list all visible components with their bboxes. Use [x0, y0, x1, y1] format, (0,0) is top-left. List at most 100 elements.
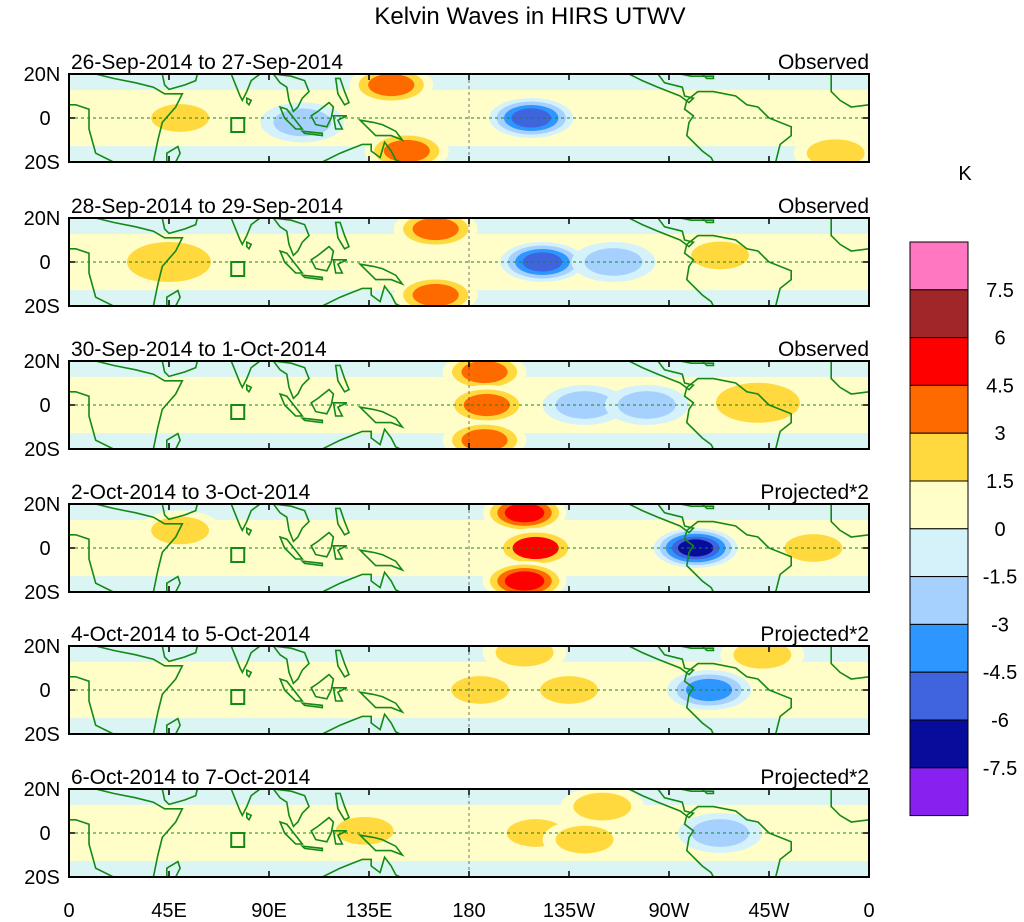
- anomaly-contour: [368, 74, 415, 97]
- coastline: [357, 405, 405, 429]
- anomaly-contour: [383, 139, 430, 162]
- y-tick-label: 0: [39, 252, 50, 274]
- coastline: [357, 262, 405, 286]
- anomaly-contour: [127, 242, 211, 282]
- x-axis: 0 45E 90E 135E 180 135W 90W 45W 0: [63, 900, 874, 922]
- colorbar: K 7.5 6 4.5 3 1.5 0 -1.5 -3 -4.5 -6 -7.5: [909, 163, 1017, 817]
- coastline: [334, 364, 351, 393]
- y-tick-label: 20S: [24, 152, 60, 174]
- coastline: [334, 649, 351, 678]
- anomaly-4: [138, 98, 223, 138]
- coastline: [702, 219, 715, 224]
- anomaly-contour: [463, 393, 510, 417]
- y-tick-label: 0: [39, 538, 50, 560]
- colorbar-swatch: [909, 671, 969, 721]
- coastline: [246, 383, 253, 394]
- anomaly-contour: [335, 816, 394, 845]
- coastline: [310, 816, 335, 843]
- anomaly-3: [482, 561, 567, 592]
- coastline: [161, 504, 199, 521]
- panel-4: 2-Oct-2014 to 3-Oct-2014 Projected*2 20N 0 2…: [24, 481, 870, 604]
- colorbar-level: 0: [994, 519, 1005, 541]
- coastline: [278, 535, 304, 560]
- coastline: [166, 717, 181, 734]
- colorbar-level: -1.5: [983, 567, 1017, 589]
- panel-date: 2-Oct-2014 to 3-Oct-2014: [71, 481, 311, 504]
- coastline: [334, 792, 351, 821]
- anomaly-3: [560, 789, 645, 827]
- anomaly-contour: [584, 248, 643, 276]
- coastline: [222, 361, 262, 390]
- anomaly-contour: [555, 391, 614, 419]
- x-tick-label: 0: [63, 900, 74, 922]
- panel-label: Observed: [778, 195, 869, 218]
- anomaly-1: [482, 646, 567, 673]
- anomaly-contour: [806, 139, 865, 162]
- panel-date: 26-Sep-2014 to 27-Sep-2014: [71, 51, 343, 74]
- anomaly-2: [438, 670, 523, 710]
- colorbar-swatch: [909, 480, 969, 530]
- coastline: [222, 646, 262, 675]
- coastline: [334, 77, 351, 106]
- colorbar-swatch: [909, 432, 969, 482]
- coastline: [628, 789, 695, 819]
- anomaly-2: [393, 275, 478, 306]
- y-tick-label: 20S: [24, 582, 60, 604]
- coastline: [332, 829, 348, 845]
- coastline: [830, 361, 869, 395]
- coastline: [310, 388, 335, 415]
- coastline: [321, 712, 401, 734]
- coastline: [166, 432, 181, 449]
- coastline: [628, 646, 695, 676]
- coastline: [69, 361, 184, 449]
- coastlines: [69, 218, 869, 306]
- anomaly-5: [720, 646, 805, 675]
- coastline: [321, 284, 401, 306]
- coastline: [300, 560, 324, 567]
- coastline: [321, 570, 401, 592]
- y-tick-label: 0: [39, 823, 50, 845]
- coastline: [278, 105, 304, 130]
- anomaly-contour: [412, 283, 459, 306]
- coastline: [321, 140, 401, 162]
- colorbar-swatch: [909, 623, 969, 673]
- anomaly-contour: [412, 218, 459, 241]
- colorbar-units: K: [958, 163, 972, 185]
- colorbar-level: 3: [994, 423, 1005, 445]
- panel-3: 30-Sep-2014 to 1-Oct-2014 Observed 20N 0 20S: [24, 338, 870, 461]
- colorbar-level: -4.5: [983, 662, 1017, 684]
- coastline: [69, 789, 184, 877]
- panel-label: Projected*2: [760, 623, 869, 646]
- y-tick-label: 20N: [24, 779, 61, 801]
- anomaly-contour: [504, 504, 545, 523]
- coastline: [278, 392, 304, 417]
- colorbar-level: 1.5: [986, 471, 1014, 493]
- coastline: [278, 249, 304, 274]
- coastline: [683, 377, 793, 449]
- anomaly-1: [393, 218, 478, 249]
- coastline: [272, 504, 310, 543]
- anomaly-contour: [273, 108, 332, 137]
- panel-field: [69, 74, 869, 162]
- coastline: [161, 789, 199, 806]
- coastline: [300, 417, 324, 424]
- coastline: [300, 702, 324, 709]
- coastline: [69, 504, 184, 592]
- anomaly-contour: [685, 678, 733, 702]
- coastlines: [69, 789, 869, 877]
- y-tick-label: 20N: [24, 64, 61, 86]
- anomaly-4: [667, 670, 751, 710]
- coastline: [310, 245, 335, 272]
- coastline: [246, 96, 253, 107]
- coastlines: [69, 504, 869, 592]
- y-tick-label: 0: [39, 395, 50, 417]
- coastline: [166, 289, 181, 306]
- anomaly-contour: [451, 676, 510, 704]
- colorbar-swatch: [909, 576, 969, 625]
- coastline: [246, 811, 253, 822]
- anomaly-5: [260, 102, 345, 143]
- panel-date: 4-Oct-2014 to 5-Oct-2014: [71, 623, 311, 646]
- anomaly-2: [493, 528, 578, 568]
- panel-label: Projected*2: [760, 766, 869, 789]
